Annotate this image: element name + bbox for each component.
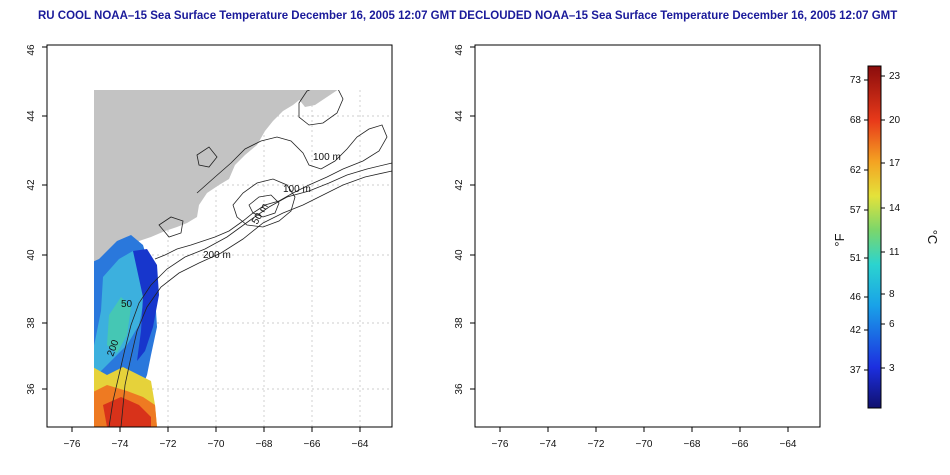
- contour-label: 100 m: [283, 184, 311, 195]
- sst-field-left: [94, 235, 159, 427]
- map-frame-right: [474, 44, 821, 428]
- lon-tick-label: −72: [160, 439, 177, 450]
- colorbar-c-tick: 6: [889, 319, 895, 330]
- lon-tick-label: −68: [684, 439, 701, 450]
- colorbar-f-tick: 51: [850, 253, 862, 264]
- lon-tick-label: −70: [636, 439, 653, 450]
- lat-tick-label: 44: [26, 110, 37, 122]
- colorbar-f-tick: 46: [850, 292, 862, 303]
- lon-tick-label: −74: [112, 439, 129, 450]
- colorbar-c-tick: 20: [889, 115, 901, 126]
- lat-tick-label: 42: [454, 179, 465, 191]
- colorbar-f-tick: 73: [850, 75, 862, 86]
- contour-label: 100 m: [313, 152, 341, 163]
- lon-tick-label: −66: [304, 439, 321, 450]
- lat-tick-label: 44: [454, 110, 465, 122]
- lon-tick-label: −64: [780, 439, 797, 450]
- colorbar-c-tick: 11: [889, 247, 900, 258]
- map-right: 100 m 100 m 50 m 200 m 50 2000 m: [475, 45, 820, 427]
- colorbar-c-tick: 23: [889, 71, 901, 82]
- axis-labels: −76 −74 −72 −70 −68 −66 −64 −76 −74 −72 …: [26, 44, 797, 450]
- colorbar-f-tick: 37: [850, 365, 862, 376]
- lat-tick-label: 46: [26, 44, 37, 56]
- lon-tick-label: −64: [352, 439, 369, 450]
- contour-label: 100 m: [711, 184, 739, 195]
- contour-labels-right: 100 m 100 m 50 m 200 m 50 2000 m: [539, 152, 768, 364]
- colorbar-f-tick: 62: [850, 165, 862, 176]
- colorbar-c-tick: 17: [889, 158, 901, 169]
- colorbar-f-unit: °F: [832, 233, 847, 246]
- lat-tick-label: 46: [454, 44, 465, 56]
- map-title-left: RU COOL NOAA–15 Sea Surface Temperature …: [38, 10, 457, 22]
- lat-tick-label: 36: [26, 383, 37, 395]
- land-mask: [475, 45, 820, 427]
- lon-tick-label: −70: [208, 439, 225, 450]
- lon-tick-label: −76: [492, 439, 509, 450]
- lon-tick-label: −72: [588, 439, 605, 450]
- contour-label: 200 m: [631, 250, 659, 261]
- lat-tick-label: 36: [454, 383, 465, 395]
- lon-tick-label: −68: [256, 439, 273, 450]
- lat-tick-label: 38: [26, 317, 37, 329]
- colorbar-c-tick: 14: [889, 203, 901, 214]
- map-title-right: DECLOUDED NOAA–15 Sea Surface Temperatur…: [459, 10, 898, 22]
- colorbar-c-unit: °C: [925, 230, 940, 245]
- colorbar-c-tick: 3: [889, 363, 895, 374]
- lon-tick-label: −74: [540, 439, 557, 450]
- lat-tick-label: 40: [454, 249, 465, 261]
- colorbar-f-tick: 42: [850, 325, 862, 336]
- contour-label: 2000 m: [539, 329, 561, 364]
- lat-tick-label: 38: [454, 317, 465, 329]
- map-left: 100 m 100 m 50 m 200 m 50 200: [94, 90, 393, 428]
- lat-tick-label: 40: [26, 249, 37, 261]
- colorbar-gradient: [867, 65, 882, 409]
- map-frame-left: [46, 44, 393, 428]
- contour-label: 100 m: [741, 152, 769, 163]
- contour-label: 50: [555, 299, 567, 310]
- lat-tick-label: 42: [26, 179, 37, 191]
- colorbar-f-tick: 57: [850, 205, 862, 216]
- sst-field-right: [481, 257, 571, 427]
- lon-tick-label: −76: [64, 439, 81, 450]
- colorbar: 73 68 62 57 51 46 42 37 23 20 17 14 11 8…: [832, 65, 940, 409]
- contour-label: 50: [121, 299, 133, 310]
- colorbar-c-tick: 8: [889, 289, 895, 300]
- contour-label: 50 m: [678, 202, 699, 227]
- colorbar-f-tick: 68: [850, 115, 862, 126]
- lon-tick-label: −66: [732, 439, 749, 450]
- contour-label: 200 m: [203, 250, 231, 261]
